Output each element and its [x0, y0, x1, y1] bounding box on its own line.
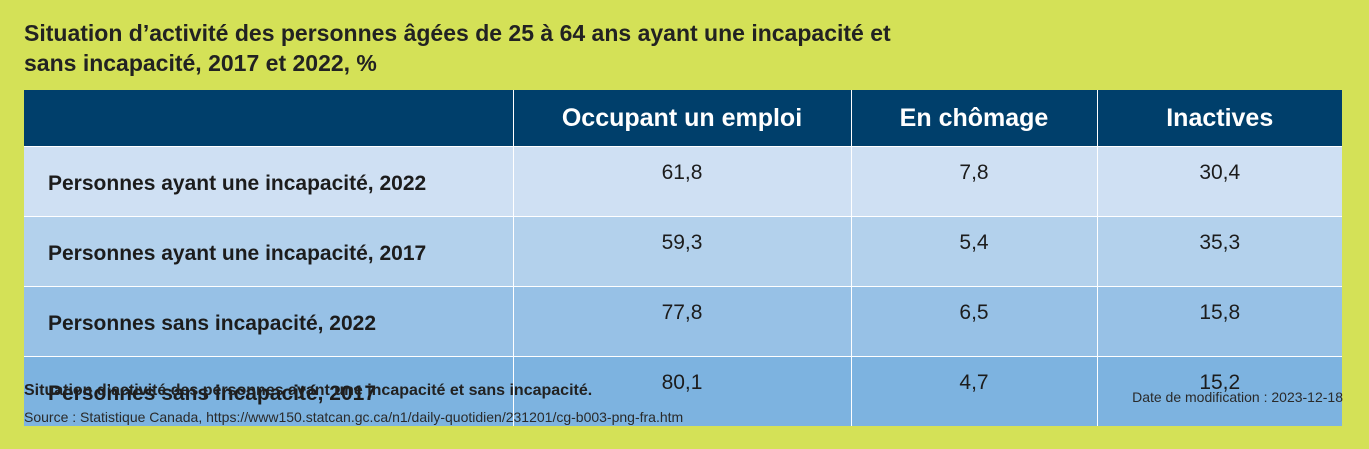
column-header-employed: Occupant un emploi [512, 90, 851, 147]
cell-employed: 77,8 [512, 286, 851, 357]
column-header-inactive: Inactives [1096, 90, 1342, 147]
column-header-blank [24, 90, 513, 147]
table-row: Personnes ayant une incapacité, 2017 59,… [24, 216, 1342, 287]
cell-employed: 59,3 [512, 216, 851, 287]
cell-inactive: 35,3 [1096, 216, 1342, 287]
data-table: Occupant un emploi En chômage Inactives … [24, 90, 1342, 426]
table-row: Personnes ayant une incapacité, 2022 61,… [24, 146, 1342, 217]
table-row: Personnes sans incapacité, 2017 80,1 4,7… [24, 356, 1342, 426]
cell-employed: 80,1 [512, 356, 851, 426]
column-header-unemployed: En chômage [850, 90, 1097, 147]
chart-title-line-2: sans incapacité, 2017 et 2022, % [24, 50, 377, 76]
chart-title-line-1: Situation d’activité des personnes âgées… [24, 20, 891, 46]
table-row: Personnes sans incapacité, 2022 77,8 6,5… [24, 286, 1342, 357]
cell-inactive: 15,2 [1096, 356, 1342, 426]
row-label: Personnes ayant une incapacité, 2017 [24, 216, 513, 287]
cell-inactive: 30,4 [1096, 146, 1342, 217]
cell-unemployed: 5,4 [850, 216, 1097, 287]
row-label: Personnes sans incapacité, 2022 [24, 286, 513, 357]
cell-employed: 61,8 [512, 146, 851, 217]
row-label: Personnes ayant une incapacité, 2022 [24, 146, 513, 217]
cell-unemployed: 6,5 [850, 286, 1097, 357]
cell-unemployed: 7,8 [850, 146, 1097, 217]
modification-date: Date de modification : 2023-12-18 [1132, 389, 1343, 405]
source-note: Source : Statistique Canada, https://www… [24, 409, 684, 425]
row-label: Personnes sans incapacité, 2017 [24, 356, 513, 426]
cell-unemployed: 4,7 [850, 356, 1097, 426]
header-row: Occupant un emploi En chômage Inactives [24, 90, 1342, 147]
cell-inactive: 15,8 [1096, 286, 1342, 357]
table-caption: Situation d’activité des personnes ayant… [24, 382, 593, 399]
chart-title: Situation d’activité des personnes âgées… [24, 18, 1024, 78]
